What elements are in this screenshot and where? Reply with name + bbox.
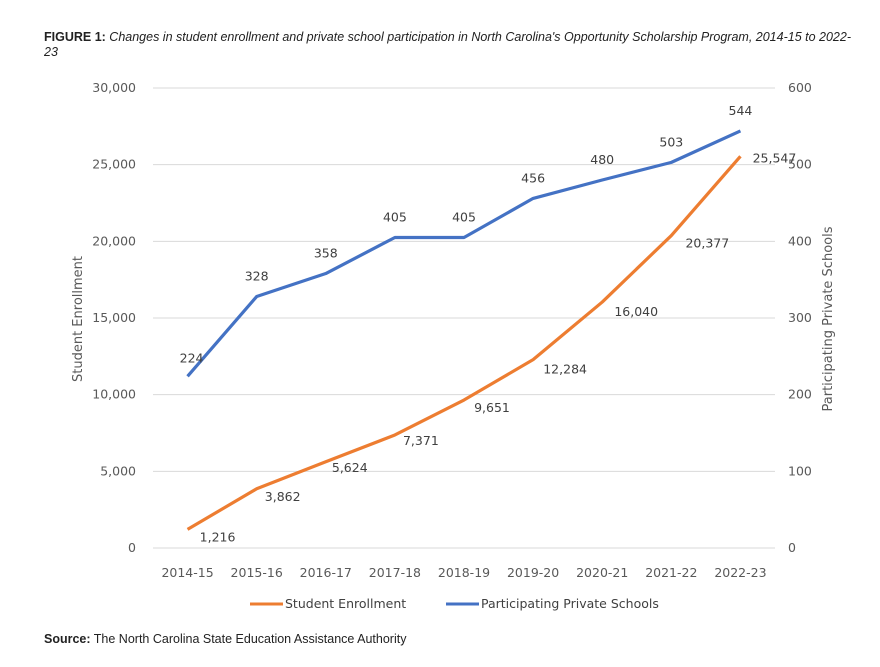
data-label-student-enrollment: 5,624 bbox=[332, 460, 368, 475]
right-tick-label: 600 bbox=[788, 80, 812, 95]
right-tick-label: 300 bbox=[788, 310, 812, 325]
right-tick-label: 0 bbox=[788, 540, 796, 555]
data-label-student-enrollment: 25,547 bbox=[753, 150, 797, 165]
x-tick-label: 2015-16 bbox=[231, 565, 283, 580]
data-label-participating-private-schools: 358 bbox=[314, 246, 338, 261]
data-label-participating-private-schools: 405 bbox=[383, 210, 407, 225]
data-label-participating-private-schools: 544 bbox=[729, 103, 753, 118]
left-tick-label: 0 bbox=[128, 540, 136, 555]
x-tick-label: 2019-20 bbox=[507, 565, 559, 580]
left-axis-ticks: 0 5,000 10,000 15,000 20,000 25,000 30,000 bbox=[92, 80, 136, 555]
x-tick-label: 2022-23 bbox=[714, 565, 766, 580]
data-labels: 1,216 3,862 5,624 7,371 9,651 12,284 16,040 20,… bbox=[180, 103, 797, 544]
left-tick-label: 15,000 bbox=[92, 310, 136, 325]
data-label-student-enrollment: 9,651 bbox=[474, 400, 510, 415]
data-label-participating-private-schools: 480 bbox=[590, 152, 614, 167]
right-axis-label: Participating Private Schools bbox=[821, 226, 836, 411]
gridlines bbox=[153, 87, 775, 549]
x-tick-label: 2018-19 bbox=[438, 565, 490, 580]
right-axis-ticks: 0 100 200 300 400 500 600 bbox=[788, 80, 812, 555]
x-tick-label: 2021-22 bbox=[645, 565, 697, 580]
figure-label: FIGURE 1: bbox=[44, 30, 106, 44]
data-label-participating-private-schools: 328 bbox=[245, 269, 269, 284]
data-label-participating-private-schools: 405 bbox=[452, 210, 476, 225]
left-tick-label: 30,000 bbox=[92, 80, 136, 95]
source-label: Source: bbox=[44, 632, 91, 646]
figure-caption-text: Changes in student enrollment and privat… bbox=[44, 30, 851, 59]
data-label-student-enrollment: 16,040 bbox=[614, 304, 658, 319]
x-tick-label: 2017-18 bbox=[369, 565, 421, 580]
x-axis-ticks: 2014-15 2015-16 2016-17 2017-18 2018-19 2019-… bbox=[161, 565, 766, 580]
series-lines bbox=[186, 129, 742, 531]
right-tick-label: 500 bbox=[788, 157, 812, 172]
legend-label-participating-private-schools: Participating Private Schools bbox=[481, 596, 659, 611]
x-tick-label: 2014-15 bbox=[161, 565, 213, 580]
source-text: The North Carolina State Education Assis… bbox=[93, 632, 407, 646]
data-label-student-enrollment: 1,216 bbox=[200, 529, 236, 544]
left-tick-label: 20,000 bbox=[92, 233, 136, 248]
right-tick-label: 100 bbox=[788, 463, 812, 478]
data-label-participating-private-schools: 503 bbox=[659, 134, 683, 149]
legend-label-student-enrollment: Student Enrollment bbox=[285, 596, 406, 611]
left-axis-label: Student Enrollment bbox=[71, 256, 86, 382]
x-tick-label: 2016-17 bbox=[300, 565, 352, 580]
data-label-participating-private-schools: 456 bbox=[521, 170, 545, 185]
x-tick-label: 2020-21 bbox=[576, 565, 628, 580]
right-tick-label: 200 bbox=[788, 387, 812, 402]
source-note: Source: The North Carolina State Educati… bbox=[44, 632, 406, 646]
data-label-student-enrollment: 3,862 bbox=[265, 489, 301, 504]
series-line-participating-private-schools bbox=[186, 129, 742, 378]
figure-caption: FIGURE 1: Changes in student enrollment … bbox=[44, 30, 864, 60]
legend: Student Enrollment Participating Private… bbox=[250, 596, 659, 611]
left-tick-label: 25,000 bbox=[92, 157, 136, 172]
data-label-participating-private-schools: 224 bbox=[180, 350, 204, 365]
data-label-student-enrollment: 12,284 bbox=[543, 362, 587, 377]
right-tick-label: 400 bbox=[788, 233, 812, 248]
left-tick-label: 5,000 bbox=[100, 463, 136, 478]
data-label-student-enrollment: 7,371 bbox=[403, 433, 439, 448]
data-label-student-enrollment: 20,377 bbox=[685, 236, 729, 251]
left-tick-label: 10,000 bbox=[92, 387, 136, 402]
